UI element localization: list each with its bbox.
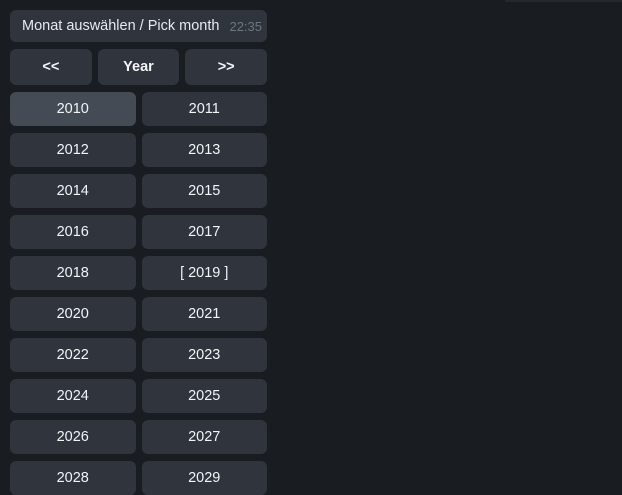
- picker-title: Monat auswählen / Pick month: [22, 18, 220, 34]
- year-cell[interactable]: 2025: [141, 379, 267, 413]
- year-cell[interactable]: 2014: [10, 174, 136, 208]
- year-grid: 2010 2011 2012 2013 2014 2015 2016 2017 2018[ 20…: [10, 92, 267, 495]
- year-cell[interactable]: 2024: [10, 379, 136, 413]
- year-cell[interactable]: 2016: [10, 215, 136, 249]
- year-cell[interactable]: 2018: [10, 256, 136, 290]
- year-cell[interactable]: 2015: [141, 174, 267, 208]
- year-cell[interactable]: 2011: [141, 92, 267, 126]
- year-cell[interactable]: 2029: [141, 461, 267, 495]
- top-edge-rule: [505, 0, 622, 2]
- view-mode-button[interactable]: Year: [97, 49, 180, 85]
- year-cell[interactable]: 2010: [10, 92, 136, 126]
- year-cell[interactable]: [ 2019 ]: [141, 256, 267, 290]
- year-cell[interactable]: 2027: [141, 420, 267, 454]
- year-cell[interactable]: 2012: [10, 133, 136, 167]
- picker-header: Monat auswählen / Pick month 22:35: [10, 10, 267, 42]
- year-cell[interactable]: 2022: [10, 338, 136, 372]
- clock-label: 22:35: [229, 18, 263, 34]
- next-button[interactable]: >>: [185, 49, 268, 85]
- year-cell[interactable]: 2028: [10, 461, 136, 495]
- year-cell[interactable]: 2017: [141, 215, 267, 249]
- month-picker-panel: Monat auswählen / Pick month 22:35 << Ye…: [0, 0, 277, 495]
- year-cell[interactable]: 2023: [141, 338, 267, 372]
- previous-button[interactable]: <<: [10, 49, 92, 85]
- picker-nav-row: << Year >>: [10, 49, 268, 85]
- year-cell[interactable]: 2020: [10, 297, 136, 331]
- year-cell[interactable]: 2013: [141, 133, 267, 167]
- year-cell[interactable]: 2021: [141, 297, 267, 331]
- year-cell[interactable]: 2026: [10, 420, 136, 454]
